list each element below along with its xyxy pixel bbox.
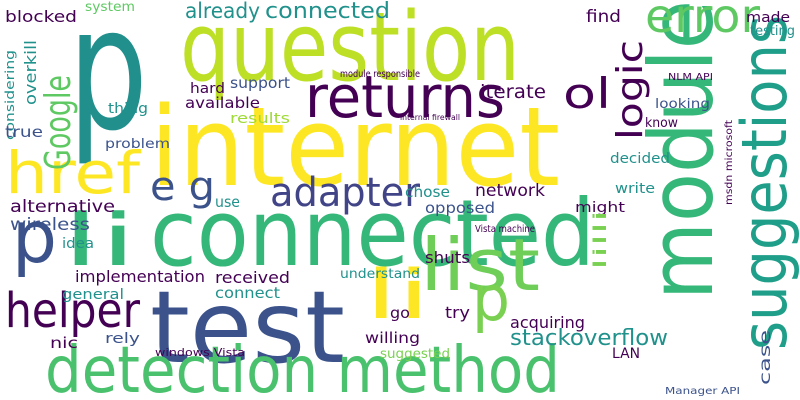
word: li — [62, 198, 137, 282]
word: write — [615, 181, 655, 197]
word: e g — [150, 164, 215, 210]
word: question — [180, 0, 520, 103]
word: stackoverflow — [510, 326, 668, 351]
word: true — [5, 123, 43, 141]
word: windows Vista — [155, 346, 245, 359]
word: case — [756, 330, 774, 385]
word: network — [475, 181, 545, 201]
word: chose — [405, 183, 450, 201]
word: lilli — [590, 210, 611, 270]
word: might — [575, 200, 626, 216]
word: detection method — [45, 334, 560, 400]
word: already — [185, 0, 260, 23]
word: results — [230, 111, 290, 127]
word: decided — [610, 151, 670, 167]
word: p — [472, 262, 510, 335]
word: ol — [563, 69, 611, 118]
word: willing — [365, 329, 420, 347]
word: support — [230, 74, 290, 92]
word: internet — [150, 83, 560, 211]
word: connect — [215, 284, 280, 302]
word: blocked — [5, 7, 77, 26]
word: know — [645, 116, 678, 131]
word: general — [62, 287, 124, 303]
word: hard — [190, 81, 225, 97]
word: internal firewall — [400, 113, 460, 122]
word: find — [586, 7, 621, 27]
word: thing — [108, 101, 148, 117]
word: system — [85, 0, 135, 15]
word: suggestions — [728, 15, 800, 350]
word: p — [12, 195, 57, 279]
word: LAN — [612, 346, 640, 362]
word: connected — [150, 180, 595, 287]
word: error — [645, 0, 760, 43]
word: nic — [50, 334, 78, 352]
word: msdn microsoft — [724, 120, 735, 205]
word: try — [445, 303, 470, 322]
word: considering — [3, 50, 17, 140]
word: connected — [265, 0, 390, 24]
word: shuts — [425, 248, 470, 267]
word: NLM API — [668, 72, 713, 83]
word: rely — [105, 331, 140, 347]
word: adapter — [270, 170, 421, 216]
word: idea — [62, 236, 94, 252]
word: li — [365, 256, 430, 335]
word: available — [185, 94, 260, 112]
word: implementation — [75, 267, 205, 286]
word: logic — [610, 40, 651, 140]
word: p — [68, 0, 148, 169]
word: suggested — [380, 347, 450, 362]
word: acquiring — [510, 313, 585, 332]
word: module responsible — [340, 69, 420, 80]
word: use — [215, 193, 240, 211]
word: Vista machine — [475, 224, 535, 235]
word: iterate — [480, 81, 546, 103]
word: wireless — [10, 215, 90, 235]
word: understand — [340, 267, 420, 282]
word: overkill — [21, 40, 40, 105]
word: helper — [5, 283, 140, 339]
word: test — [150, 269, 345, 386]
word: go — [390, 304, 410, 322]
word: returns — [305, 63, 505, 131]
word: problem — [105, 137, 170, 152]
word: made — [746, 10, 790, 26]
word: testing — [750, 24, 795, 39]
word: list — [420, 223, 540, 307]
word: alternative — [10, 197, 115, 217]
word: opposed — [425, 199, 495, 217]
word: Google — [38, 75, 79, 170]
word: looking — [655, 97, 710, 112]
word: module — [630, 0, 733, 300]
word: href — [5, 139, 142, 207]
word: received — [215, 268, 290, 287]
word: Manager API — [665, 386, 740, 397]
